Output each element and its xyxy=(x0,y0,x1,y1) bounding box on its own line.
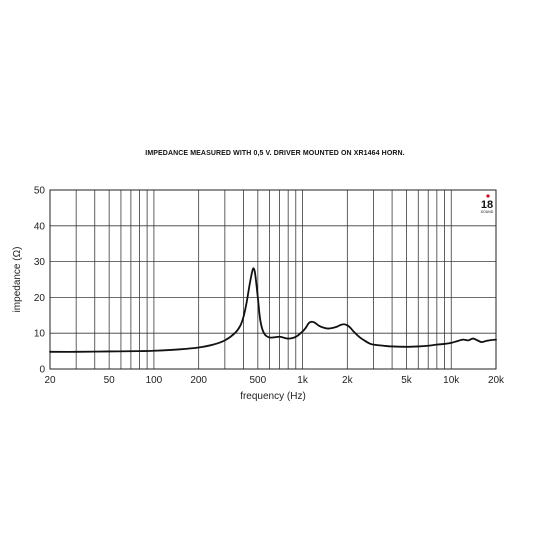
y-tick-label: 30 xyxy=(34,257,46,268)
x-tick-label: 200 xyxy=(190,375,207,386)
vertical-gridlines xyxy=(49,190,497,369)
y-tick-label: 40 xyxy=(34,221,46,232)
chart-title: IMPEDANCE MEASURED WITH 0,5 V. DRIVER MO… xyxy=(145,150,405,157)
y-tick-label: 50 xyxy=(34,186,46,197)
y-tick-label: 20 xyxy=(34,293,46,304)
x-tick-label: 20k xyxy=(488,375,505,386)
plot-frame xyxy=(49,189,497,370)
brand-logo: 18 SOUND xyxy=(479,191,495,216)
y-tick-labels: 0 10 20 30 40 50 xyxy=(34,186,46,376)
x-tick-label: 100 xyxy=(146,375,163,386)
y-tick-label: 0 xyxy=(39,365,45,376)
x-axis-label: frequency (Hz) xyxy=(240,391,306,402)
y-tick-label: 10 xyxy=(34,329,46,340)
x-tick-label: 20 xyxy=(44,375,56,386)
horizontal-gridlines xyxy=(50,189,496,370)
x-tick-label: 10k xyxy=(443,375,460,386)
x-tick-label: 2k xyxy=(342,375,354,386)
y-axis-label: impedance (Ω) xyxy=(12,247,23,313)
logo-brand-text: SOUND xyxy=(481,210,494,214)
logo-box xyxy=(479,191,495,216)
logo-number: 18 xyxy=(481,199,493,211)
impedance-curve xyxy=(49,267,497,353)
x-tick-label: 500 xyxy=(249,375,266,386)
x-tick-label: 5k xyxy=(401,375,413,386)
x-tick-label: 50 xyxy=(104,375,116,386)
x-tick-label: 1k xyxy=(297,375,309,386)
logo-dot xyxy=(486,194,490,198)
x-tick-labels: 20 50 100 200 500 1k 2k 5k 10k 20k xyxy=(44,375,505,386)
